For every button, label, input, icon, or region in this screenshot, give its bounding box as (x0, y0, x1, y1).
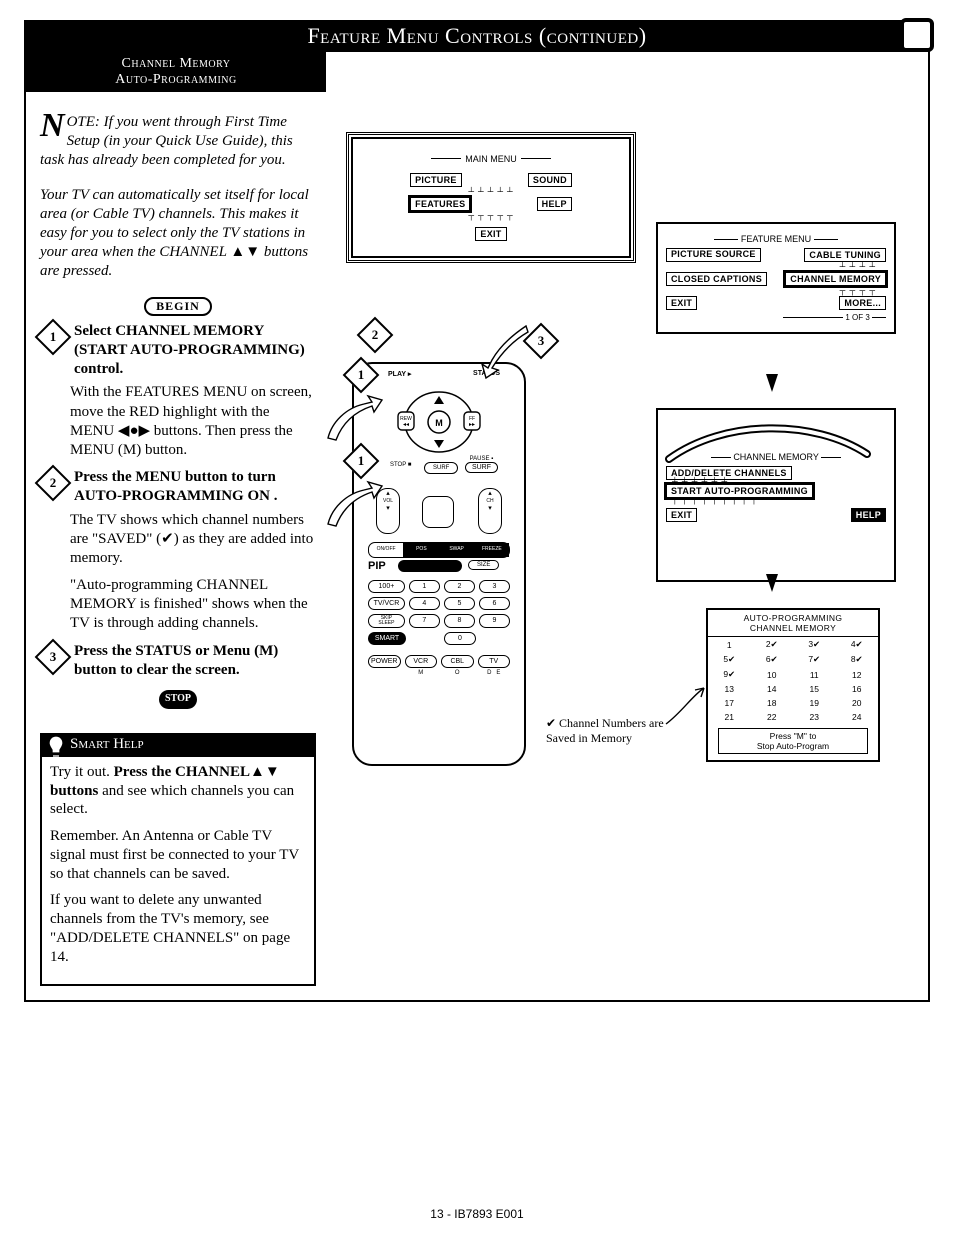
step-1: 1 Select CHANNEL MEMORY (START AUTO-PROG… (40, 322, 316, 380)
stop-marker: STOP (40, 688, 316, 709)
saved-note: ✔ Channel Numbers are Saved in Memory (546, 716, 664, 746)
step-2: 2 Press the MENU button to turn AUTO-PRO… (40, 468, 316, 506)
hand-swoosh-icon (664, 414, 872, 474)
step-1-detail: With the FEATURES MENU on screen, move t… (70, 383, 316, 460)
diagram-column: MAIN MENU PICTURE SOUND ┴ ┴ ┴ ┴ ┴ FEATUR… (326, 52, 928, 1000)
step-2-detail-b: "Auto-programming CHANNEL MEMORY is fini… (70, 576, 316, 634)
smart-help-p2: Remember. An Antenna or Cable TV signal … (50, 827, 306, 883)
smart-help-box: Smart Help Try it out. Press the CHANNEL… (40, 733, 316, 987)
smart-help-p1: Try it out. Press the CHANNEL▲▼ buttons … (50, 763, 306, 819)
pointer-arrow-icon (664, 682, 714, 732)
instructions-column: Channel Memory Auto-Programming NOTE: If… (26, 52, 326, 1000)
pointing-hand-icon (324, 472, 384, 532)
section-header: Channel Memory Auto-Programming (26, 52, 326, 92)
page-title-bar: Feature Menu Controls (continued) (24, 20, 930, 52)
fm-more: MORE... (839, 296, 886, 310)
tv-main-menu-screen: MAIN MENU PICTURE SOUND ┴ ┴ ┴ ┴ ┴ FEATUR… (346, 132, 636, 263)
auto-program-grid: AUTO-PROGRAMMING CHANNEL MEMORY 12✔3✔4✔ … (706, 608, 880, 762)
begin-marker: BEGIN (40, 297, 316, 316)
remote-control-diagram: PLAY ▸ STATUS M REW ◂◂ (342, 322, 532, 762)
fm-cable-tuning: CABLE TUNING (804, 248, 886, 262)
feature-menu-label: FEATURE MENU (741, 234, 811, 244)
arrow-down-icon-2 (766, 574, 778, 592)
svg-text:◂◂: ◂◂ (403, 422, 409, 428)
svg-text:M: M (435, 418, 443, 428)
grid-foot-1: Press "M" to (721, 731, 865, 741)
arrow-down-icon (766, 374, 778, 392)
step-3: 3 Press the STATUS or Menu (M) button to… (40, 642, 316, 680)
channel-table: 12✔3✔4✔ 5✔6✔7✔8✔ 9✔101112 13141516 17181… (708, 637, 878, 724)
smart-help-header: Smart Help (42, 733, 314, 757)
step-1-icon: 1 (35, 318, 72, 355)
fm-channel-memory: CHANNEL MEMORY (785, 272, 886, 286)
fm-closed-captions: CLOSED CAPTIONS (666, 272, 767, 286)
feature-menu-panel: FEATURE MENU PICTURE SOURCE CABLE TUNING… (656, 222, 896, 334)
menu-help: HELP (537, 197, 572, 211)
step-3-icon: 3 (35, 638, 72, 675)
page-title: Feature Menu Controls (continued) (24, 20, 930, 52)
smart-help-p3: If you want to delete any unwanted chann… (50, 891, 306, 966)
menu-sound: SOUND (528, 173, 572, 187)
corner-tab-icon (900, 18, 934, 52)
menu-picture: PICTURE (410, 173, 462, 187)
step-2-icon: 2 (35, 465, 72, 502)
section-header-line2: Auto-Programming (28, 72, 324, 88)
channel-memory-panel: CHANNEL MEMORY ADD/DELETE CHANNELS ┴ ┴ ┴… (656, 408, 896, 582)
step-2-detail-a: The TV shows which channel numbers are "… (70, 511, 316, 569)
chmem-help: HELP (851, 508, 886, 522)
grid-foot-2: Stop Auto-Program (721, 741, 865, 751)
lightbulb-icon (46, 735, 66, 761)
menu-exit: EXIT (475, 227, 506, 241)
dropcap-n: N (40, 113, 67, 139)
intro-paragraph: Your TV can automatically set itself for… (40, 186, 316, 282)
callout-2-icon: 2 (357, 317, 394, 354)
page-footer: 13 - IB7893 E001 (0, 1207, 954, 1221)
menu-features: FEATURES (410, 197, 470, 211)
fm-exit: EXIT (666, 296, 697, 310)
svg-text:▸▸: ▸▸ (469, 422, 475, 428)
main-menu-label: MAIN MENU (465, 154, 517, 164)
fm-picture-source: PICTURE SOURCE (666, 248, 761, 262)
grid-header-2: CHANNEL MEMORY (712, 623, 874, 633)
chmem-exit: EXIT (666, 508, 697, 522)
pointing-hand-icon (470, 320, 530, 380)
section-header-line1: Channel Memory (28, 56, 324, 72)
note-paragraph: NOTE: If you went through First Time Set… (40, 113, 316, 171)
pointing-hand-icon (324, 386, 384, 446)
grid-header-1: AUTO-PROGRAMMING (712, 613, 874, 623)
fm-page-indicator: 1 OF 3 (845, 313, 869, 322)
